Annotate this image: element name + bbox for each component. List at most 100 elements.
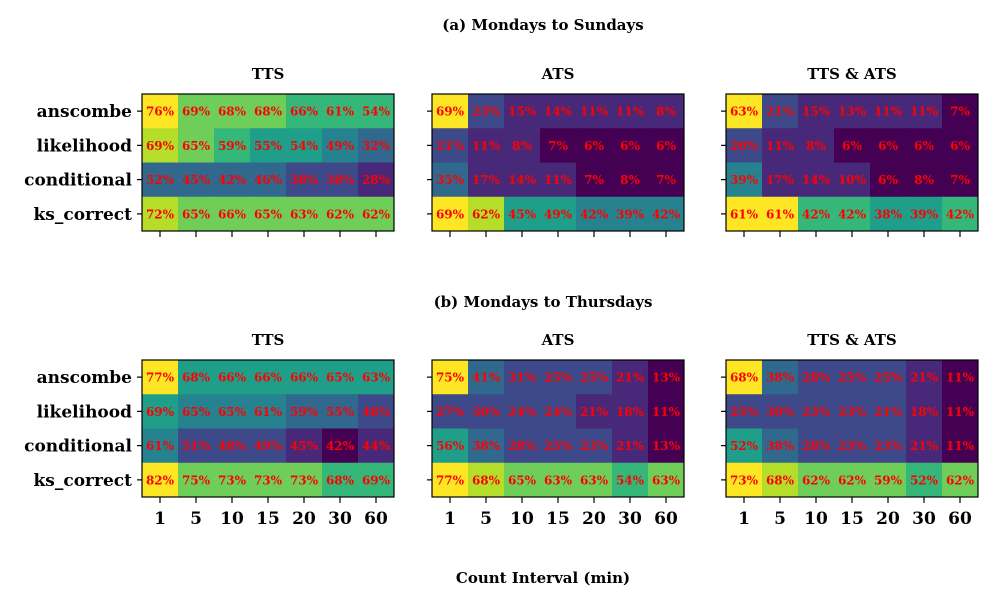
cell-value-label: 38%	[874, 207, 903, 221]
panel-title: TTS & ATS	[807, 65, 896, 83]
heatmap-cell	[504, 428, 541, 464]
heatmap-cell	[726, 162, 763, 198]
cell-value-label: 23%	[472, 105, 501, 119]
cell-value-label: 23%	[838, 405, 867, 419]
heatmap-cell	[250, 428, 287, 464]
cell-value-label: 63%	[730, 105, 759, 119]
heatmap-cell	[142, 128, 179, 163]
heatmap-cell	[432, 394, 469, 429]
heatmap-cell	[648, 360, 685, 395]
heatmap-cell	[612, 128, 649, 163]
heatmap-cell	[468, 162, 505, 198]
cell-value-label: 13%	[652, 439, 681, 453]
heatmap-cell	[286, 428, 323, 464]
heatmap-cell	[286, 128, 323, 163]
heatmap-cell	[942, 394, 979, 429]
cell-value-label: 11%	[946, 371, 975, 385]
cell-value-label: 73%	[254, 473, 283, 487]
x-axis-label: Count Interval (min)	[456, 569, 630, 587]
cell-value-label: 63%	[290, 207, 319, 221]
heatmap-cell	[432, 128, 469, 163]
heatmap-cell	[250, 462, 287, 498]
cell-value-label: 63%	[544, 473, 573, 487]
heatmap-cell	[322, 462, 359, 498]
cell-value-label: 61%	[730, 207, 759, 221]
cell-value-label: 13%	[652, 371, 681, 385]
heatmap-cell	[540, 162, 577, 198]
cell-value-label: 66%	[290, 371, 319, 385]
heatmap-cell	[648, 162, 685, 198]
cell-value-label: 17%	[766, 173, 795, 187]
heatmap-cell	[576, 196, 613, 232]
heatmap-cell	[834, 196, 871, 232]
cell-value-label: 61%	[326, 105, 355, 119]
heatmap-cell	[906, 162, 943, 198]
cell-value-label: 25%	[730, 405, 759, 419]
heatmap-cell	[906, 360, 943, 395]
heatmap-cell	[250, 94, 287, 129]
heatmap-cell	[612, 94, 649, 129]
heatmap-cell	[214, 128, 251, 163]
heatmap-cell	[834, 462, 871, 498]
cell-value-label: 73%	[290, 473, 319, 487]
cell-value-label: 38%	[290, 173, 319, 187]
cell-value-label: 11%	[910, 105, 939, 119]
x-tick-label: 60	[654, 509, 678, 529]
cell-value-label: 32%	[362, 139, 391, 153]
heatmap-cell	[432, 94, 469, 129]
cell-value-label: 31%	[508, 371, 537, 385]
cell-value-label: 28%	[802, 439, 831, 453]
heatmap-cell	[322, 394, 359, 429]
heatmap-cell	[504, 360, 541, 395]
y-tick-label: likelihood	[37, 136, 132, 156]
cell-value-label: 23%	[874, 439, 903, 453]
cell-value-label: 59%	[874, 473, 903, 487]
cell-value-label: 27%	[436, 405, 465, 419]
heatmap-cell	[870, 462, 907, 498]
cell-value-label: 42%	[946, 207, 975, 221]
cell-value-label: 6%	[584, 139, 604, 153]
heatmap-cell	[648, 394, 685, 429]
cell-value-label: 11%	[946, 405, 975, 419]
heatmap-cell	[322, 196, 359, 232]
heatmap-cell	[648, 462, 685, 498]
cell-value-label: 35%	[436, 173, 465, 187]
x-tick-label: 30	[912, 509, 936, 529]
cell-value-label: 44%	[362, 439, 391, 453]
heatmap-cell	[504, 128, 541, 163]
heatmap-cell	[870, 128, 907, 163]
cell-value-label: 11%	[544, 173, 573, 187]
cell-value-label: 59%	[290, 405, 319, 419]
x-tick-label: 20	[876, 509, 900, 529]
cell-value-label: 65%	[182, 207, 211, 221]
cell-value-label: 25%	[544, 371, 573, 385]
cell-value-label: 68%	[182, 371, 211, 385]
heatmap-cell	[576, 394, 613, 429]
cell-value-label: 68%	[472, 473, 501, 487]
heatmap-cell	[906, 428, 943, 464]
cell-value-label: 11%	[766, 139, 795, 153]
cell-value-label: 7%	[656, 173, 676, 187]
heatmap-cell	[870, 360, 907, 395]
heatmap-cell	[214, 394, 251, 429]
cell-value-label: 52%	[730, 439, 759, 453]
heatmap-cell	[286, 162, 323, 198]
x-tick-label: 1	[444, 509, 456, 529]
cell-value-label: 25%	[874, 371, 903, 385]
heatmap-cell	[432, 360, 469, 395]
heatmap-cell	[358, 94, 395, 129]
y-tick-label: conditional	[24, 171, 132, 191]
cell-value-label: 38%	[472, 439, 501, 453]
cell-value-label: 6%	[620, 139, 640, 153]
heatmap-cell	[214, 196, 251, 232]
cell-value-label: 25%	[580, 371, 609, 385]
heatmap-cell	[250, 128, 287, 163]
x-tick-label: 30	[618, 509, 642, 529]
cell-value-label: 68%	[218, 105, 247, 119]
panel-title: ATS	[541, 65, 575, 83]
cell-value-label: 39%	[910, 207, 939, 221]
heatmap-cell	[358, 128, 395, 163]
heatmap-cell	[178, 196, 215, 232]
cell-value-label: 75%	[182, 473, 211, 487]
heatmap-cell	[648, 128, 685, 163]
